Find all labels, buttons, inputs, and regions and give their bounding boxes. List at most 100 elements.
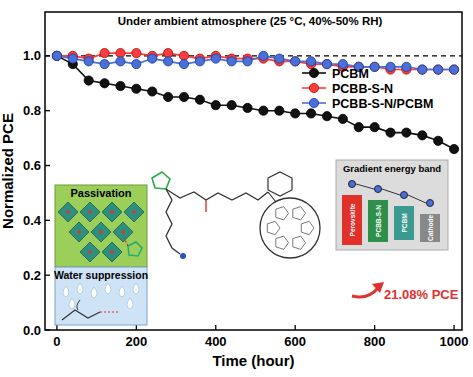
octahedron-center [132,210,136,214]
x-tick [136,325,137,330]
series-marker [291,57,300,66]
band-box [336,160,448,250]
carbonyl [205,200,206,212]
series-marker [306,109,315,118]
octahedron-center [77,230,81,234]
series-marker [449,144,458,153]
band-layer-label: Cathode [427,215,434,241]
x-tick-label: 600 [284,334,306,349]
series-marker [148,87,157,96]
insets: PassivationWater suppressionGradient ene… [54,160,459,325]
y-tick-label: 0.6 [23,158,41,173]
fullerene-face [301,221,314,234]
series-marker [52,51,61,60]
series-marker [449,65,458,74]
x-tick [295,325,296,330]
series-marker [418,131,427,140]
series-marker [291,109,300,118]
y-tick [45,220,50,221]
series-marker [116,49,125,58]
chart: 020040060080010000.00.20.40.60.81.0Time … [0,0,473,377]
series-marker [259,51,268,60]
legend-label: PCBM [332,67,369,81]
octahedron [91,222,111,242]
series-marker [434,136,443,145]
bond [268,192,276,202]
electron [427,200,434,207]
series-marker [132,59,141,68]
series-line [57,56,454,149]
band-layer [394,206,414,240]
arrow [77,300,80,310]
x-tick [374,325,375,330]
water-label: Water suppression [54,269,148,281]
pce-label: 21.08% PCE [384,287,459,302]
electron-path [356,184,426,203]
series-marker [449,65,458,74]
fullerene-face [267,221,280,234]
molecule [152,172,320,259]
octahedron-center [110,250,114,254]
series-marker [386,128,395,137]
electron [349,181,356,188]
x-tick [453,325,454,330]
legend-label: PCBB-S-N/PCBM [332,97,433,111]
band-layer [368,200,388,242]
water-drop [105,283,111,294]
y-axis-label: Normalized PCE [0,113,16,229]
water-drop [77,283,83,294]
octahedron-center [110,210,114,214]
water-drop [63,286,69,297]
passivation-box [55,185,147,267]
fullerene-face [276,207,289,220]
bond [124,238,128,246]
nitrogen [180,253,186,259]
legend-marker [309,83,318,92]
octahedron [102,242,122,262]
x-tick-label: 1000 [440,334,469,349]
series-marker [116,57,125,66]
series-marker [370,123,379,132]
octahedron-center [88,250,92,254]
series-marker [84,76,93,85]
series-marker [322,59,331,68]
series-marker [132,49,141,58]
passivation-label: Passivation [70,187,131,199]
phenyl [268,172,292,196]
series-marker [100,79,109,88]
octahedron [80,202,100,222]
electron [401,192,408,199]
series-marker [418,65,427,74]
y-tick-label: 0.0 [23,323,41,338]
series-marker [402,62,411,71]
series-marker [243,57,252,66]
plot-frame [45,12,462,330]
series-marker [386,62,395,71]
y-tick [45,329,50,330]
legend-label: PCBB-S-N [332,82,393,96]
series-marker [179,59,188,68]
series-marker [211,54,220,63]
x-tick-label: 0 [53,334,60,349]
water-drop [69,298,75,309]
octahedron [124,202,144,222]
series-marker [179,51,188,60]
series-marker [116,81,125,90]
series-marker [68,54,77,63]
series-marker [291,57,300,66]
band-layer-label: PCBB-S-N [375,205,382,237]
series-marker [370,62,379,71]
x-tick-label: 200 [125,334,147,349]
octahedron-center [99,230,103,234]
series-marker [227,101,236,110]
octahedron [69,222,89,242]
alkyl-chain [166,189,180,254]
electron [375,186,382,193]
thiophene-ring [152,172,170,189]
series-marker [132,84,141,93]
series-marker [164,57,173,66]
series-marker [211,101,220,110]
series-marker [306,57,315,66]
fullerene-face [293,236,306,249]
pce-arrow [352,288,378,297]
